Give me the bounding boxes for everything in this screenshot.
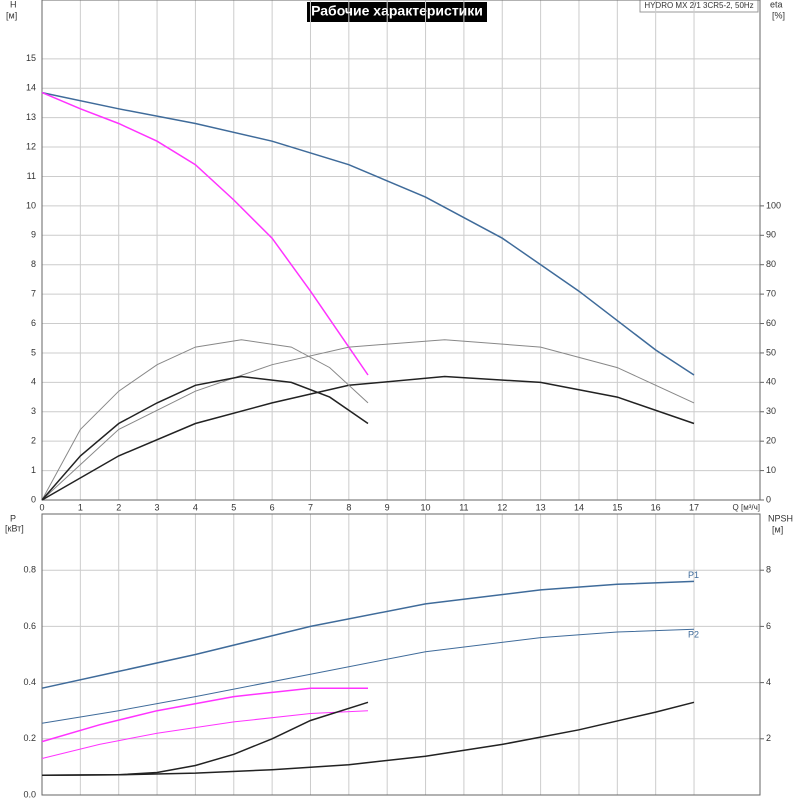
y2-tick-label: 2 bbox=[766, 733, 771, 743]
y-tick-label: 15 bbox=[26, 53, 36, 63]
y-tick-label: 13 bbox=[26, 112, 36, 122]
y2-axis-label: eta bbox=[770, 0, 783, 9]
x-tick-label: 13 bbox=[536, 502, 546, 512]
curve bbox=[41, 710, 369, 759]
model-label: HYDRO MX 2/1 3CR5-2, 50Hz bbox=[644, 1, 753, 10]
x-tick-label: 11 bbox=[459, 502, 468, 512]
x-tick-label: 5 bbox=[231, 502, 236, 512]
y-tick-label: 3 bbox=[31, 406, 36, 416]
curve bbox=[41, 375, 695, 501]
x-tick-label: 12 bbox=[497, 502, 507, 512]
y-tick-label: 5 bbox=[31, 347, 36, 357]
y-tick-label: 6 bbox=[31, 318, 36, 328]
x-tick-label: 7 bbox=[308, 502, 313, 512]
plot-frame bbox=[41, 0, 761, 501]
y-tick-label: 14 bbox=[26, 83, 36, 93]
plot-frame bbox=[41, 513, 761, 796]
x-tick-label: 9 bbox=[385, 502, 390, 512]
x-tick-label: 6 bbox=[270, 502, 275, 512]
y-tick-label: 12 bbox=[26, 141, 36, 151]
y2-axis-unit: [м] bbox=[772, 524, 783, 534]
curve bbox=[41, 375, 369, 501]
y-tick-label: 0.4 bbox=[23, 677, 36, 687]
curve-label: P2 bbox=[688, 630, 699, 640]
curve bbox=[41, 339, 369, 501]
y2-tick-label: 40 bbox=[766, 377, 776, 387]
y2-axis-unit: [%] bbox=[772, 10, 785, 20]
y2-tick-label: 80 bbox=[766, 259, 776, 269]
curve bbox=[41, 91, 695, 376]
y-tick-label: 8 bbox=[31, 259, 36, 269]
curve bbox=[41, 339, 695, 501]
curve bbox=[41, 701, 369, 777]
chart-title: Рабочие характеристики bbox=[311, 3, 483, 19]
y2-tick-label: 50 bbox=[766, 347, 776, 357]
y2-tick-label: 4 bbox=[766, 677, 771, 687]
y-tick-label: 2 bbox=[31, 436, 36, 446]
y-tick-label: 11 bbox=[27, 171, 36, 181]
model-box bbox=[639, 0, 759, 13]
x-tick-label: 15 bbox=[612, 502, 622, 512]
y-tick-label: 0.6 bbox=[23, 621, 36, 631]
curve bbox=[41, 701, 695, 777]
y-axis-unit: [м] bbox=[6, 10, 17, 20]
y2-tick-label: 0 bbox=[766, 494, 771, 504]
y-axis-label: H bbox=[10, 0, 17, 9]
y2-tick-label: 60 bbox=[766, 318, 776, 328]
curve bbox=[41, 628, 695, 724]
y2-tick-label: 70 bbox=[766, 288, 776, 298]
y2-tick-label: 30 bbox=[766, 406, 776, 416]
y-axis-label: P bbox=[10, 513, 16, 523]
y2-tick-label: 6 bbox=[766, 621, 771, 631]
x-tick-label: 10 bbox=[421, 502, 431, 512]
y2-tick-label: 10 bbox=[766, 465, 776, 475]
curve bbox=[41, 687, 368, 743]
y2-tick-label: 100 bbox=[766, 200, 781, 210]
y2-tick-label: 90 bbox=[766, 230, 776, 240]
y-tick-label: 0.0 bbox=[23, 789, 36, 799]
title-box bbox=[307, 2, 487, 22]
x-tick-label: 4 bbox=[193, 502, 198, 512]
x-axis-label: Q [м³/ч] bbox=[733, 503, 760, 512]
x-tick-label: 8 bbox=[346, 502, 351, 512]
curve bbox=[41, 91, 369, 376]
x-tick-label: 2 bbox=[116, 502, 121, 512]
y2-tick-label: 20 bbox=[766, 436, 776, 446]
y-tick-label: 7 bbox=[31, 288, 36, 298]
x-tick-label: 17 bbox=[689, 502, 699, 512]
x-tick-label: 3 bbox=[155, 502, 160, 512]
x-tick-label: 14 bbox=[574, 502, 584, 512]
y-tick-label: 10 bbox=[26, 200, 36, 210]
y-axis-unit: [кВт] bbox=[5, 523, 24, 533]
y-tick-label: 0.8 bbox=[23, 565, 36, 575]
y-tick-label: 4 bbox=[31, 377, 36, 387]
x-tick-label: 16 bbox=[651, 502, 661, 512]
y2-tick-label: 8 bbox=[766, 565, 771, 575]
curve-label: P1 bbox=[688, 570, 699, 580]
curve bbox=[41, 580, 695, 689]
y2-axis-label: NPSH bbox=[768, 513, 793, 523]
y-tick-label: 1 bbox=[31, 465, 36, 475]
y-tick-label: 0 bbox=[31, 494, 36, 504]
y-tick-label: 9 bbox=[31, 230, 36, 240]
x-tick-label: 0 bbox=[39, 502, 44, 512]
x-tick-label: 1 bbox=[78, 502, 83, 512]
y-tick-label: 0.2 bbox=[23, 733, 36, 743]
